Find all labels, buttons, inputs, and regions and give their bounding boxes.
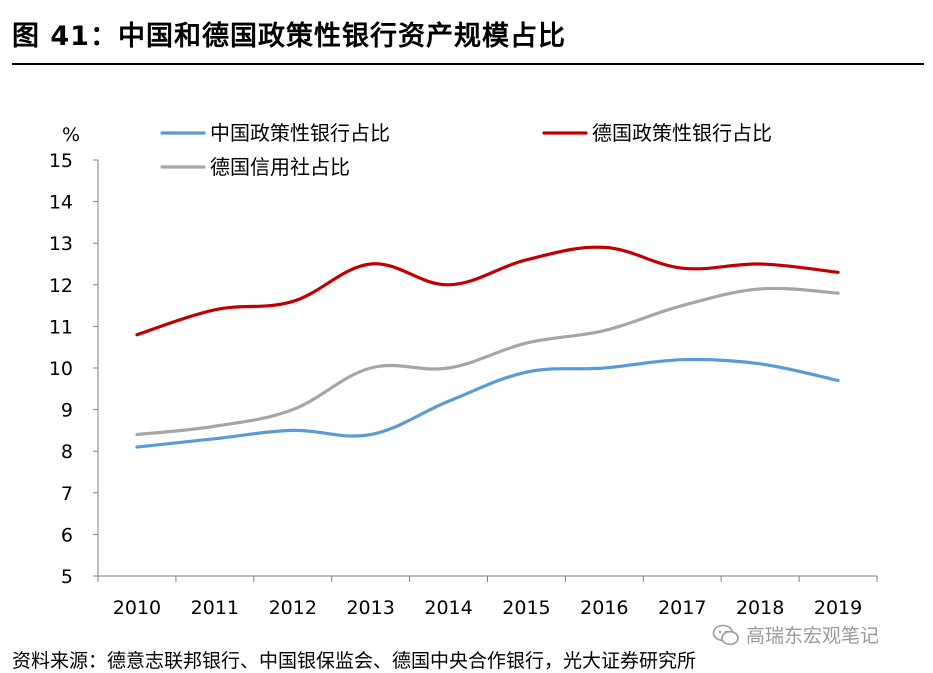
data-point-credit [213,425,216,428]
chart-axes: 5 6 7 8 9 10 11 12 13 14 15% 2010 2011 2012 2013 2014 20… [49,124,878,619]
data-point-credit [135,433,138,436]
y-tick-label: 12 [49,275,73,297]
legend-label-credit: 德国信用社占比 [210,155,350,179]
data-point-germany [525,258,528,261]
data-point-china [213,437,216,440]
data-point-china [525,371,528,374]
x-tick-label: 2014 [424,597,472,619]
x-tick-label: 2018 [736,597,784,619]
data-point-germany [759,263,762,266]
series-line-china [135,357,840,449]
y-tick-label: 13 [49,233,73,255]
line-chart: 5 6 7 8 9 10 11 12 13 14 15% 2010 2011 2012 2013 2014 20… [49,121,878,619]
y-axis-unit-label: % [62,124,80,146]
data-point-germany [837,271,840,274]
data-point-germany [603,246,606,249]
x-tick-label: 2016 [580,597,628,619]
y-tick-label: 15 [49,150,73,172]
figure-title: 图 41：中国和德国政策性银行资产规模占比 [12,21,566,52]
x-tick-label: 2010 [113,597,161,619]
y-tick-label: 10 [49,358,73,380]
data-point-credit [291,408,294,411]
legend-label-china: 中国政策性银行占比 [210,121,390,145]
wechat-icon [712,624,739,645]
title-divider [12,63,924,65]
data-point-credit [369,367,372,370]
chart-series [135,245,840,449]
data-point-china [447,400,450,403]
series-line-germany [135,245,840,337]
data-point-china [837,379,840,382]
data-point-china [759,362,762,365]
y-tick-label: 6 [61,524,73,546]
y-tick-label: 7 [61,483,73,505]
y-tick-label: 5 [61,566,73,588]
x-tick-label: 2011 [191,597,239,619]
series-line-credit [135,286,840,437]
x-tick-label: 2019 [814,597,862,619]
data-point-credit [837,292,840,295]
data-point-credit [681,304,684,307]
x-tick-label: 2012 [269,597,317,619]
data-point-germany [291,300,294,303]
x-tick-label: 2017 [658,597,706,619]
legend-label-germany: 德国政策性银行占比 [592,121,772,145]
data-point-credit [759,287,762,290]
data-point-china [369,433,372,436]
y-tick-label: 8 [61,441,73,463]
y-tick-label: 9 [61,400,73,422]
data-point-credit [603,329,606,332]
data-point-germany [447,283,450,286]
watermark: 高瑞东宏观笔记 [712,621,879,648]
y-tick-label: 11 [49,316,73,338]
x-tick-label: 2015 [502,597,550,619]
data-point-credit [447,367,450,370]
data-point-germany [213,308,216,311]
x-tick-label: 2013 [346,597,394,619]
data-point-china [291,429,294,432]
data-point-germany [369,263,372,266]
watermark-text: 高瑞东宏观笔记 [746,625,880,647]
data-point-credit [525,342,528,345]
data-point-china [135,446,138,449]
data-point-germany [681,267,684,270]
data-point-china [681,358,684,361]
data-point-china [603,367,606,370]
data-point-germany [135,333,138,336]
y-tick-label: 14 [49,192,73,214]
source-note: 资料来源：德意志联邦银行、中国银保监会、德国中央合作银行，光大证券研究所 [12,650,697,672]
